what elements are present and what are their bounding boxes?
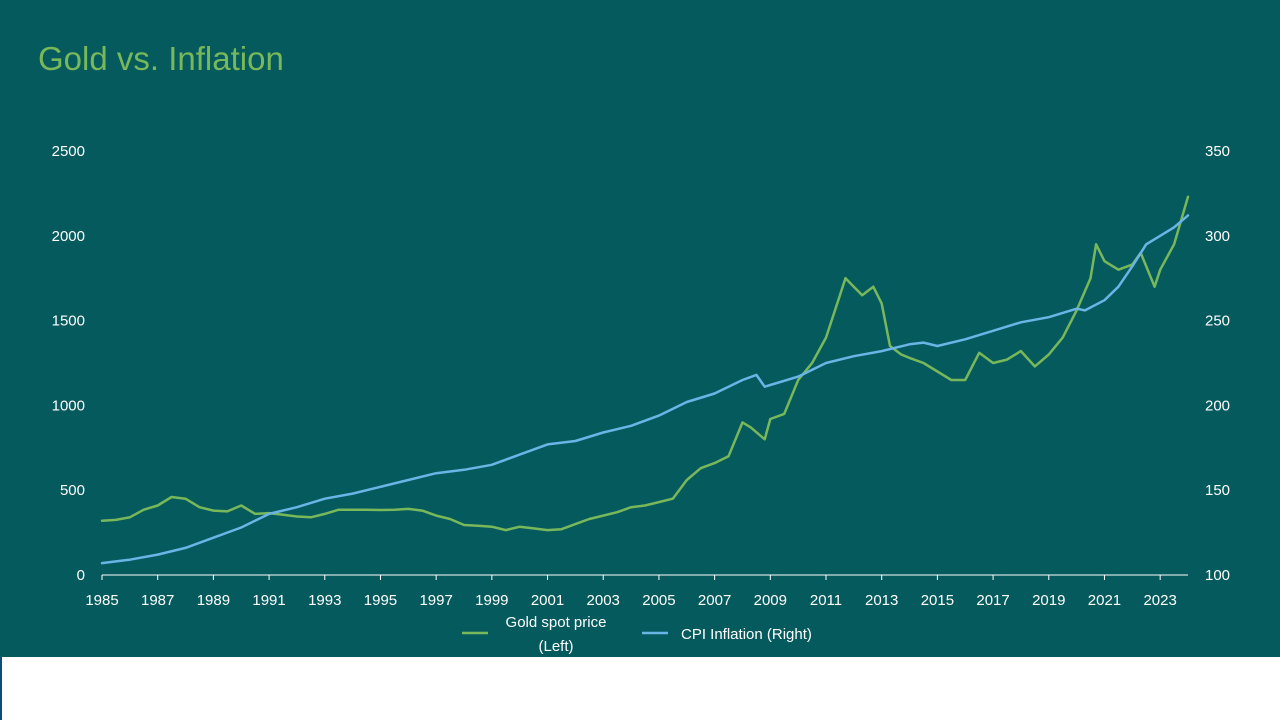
right-tick-label: 200 bbox=[1205, 397, 1230, 414]
right-tick-label: 300 bbox=[1205, 228, 1230, 245]
left-tick-label: 0 bbox=[77, 567, 85, 584]
bottom-strip bbox=[0, 657, 1280, 720]
chart-title: Gold vs. Inflation bbox=[38, 40, 284, 77]
left-tick-label: 1500 bbox=[52, 313, 85, 330]
x-tick-label: 1995 bbox=[364, 592, 397, 609]
x-tick-label: 1999 bbox=[475, 592, 508, 609]
right-axis: 100 150 200 250 300 350 bbox=[1205, 143, 1230, 584]
x-tick-label: 1997 bbox=[419, 592, 452, 609]
x-tick-label: 2013 bbox=[865, 592, 898, 609]
x-tick-label: 2019 bbox=[1032, 592, 1065, 609]
left-tick-label: 2500 bbox=[52, 143, 85, 160]
x-tick-label: 1985 bbox=[85, 592, 118, 609]
legend-gold-label-line1: Gold spot price bbox=[506, 614, 607, 631]
x-tick-label: 2017 bbox=[976, 592, 1009, 609]
x-tick-label: 2023 bbox=[1143, 592, 1176, 609]
gold-price-line bbox=[100, 195, 1190, 532]
left-axis: 0 500 1000 1500 2000 2500 bbox=[52, 143, 85, 584]
x-tick-label: 1993 bbox=[308, 592, 341, 609]
x-tick-label: 2005 bbox=[642, 592, 675, 609]
right-tick-label: 350 bbox=[1205, 143, 1230, 160]
x-tick-label: 1987 bbox=[141, 592, 174, 609]
x-tick-label: 2015 bbox=[921, 592, 954, 609]
left-tick-label: 1000 bbox=[52, 397, 85, 414]
series-layer bbox=[100, 195, 1190, 565]
right-tick-label: 100 bbox=[1205, 567, 1230, 584]
x-tick-label: 2001 bbox=[531, 592, 564, 609]
cpi-inflation-line bbox=[100, 214, 1190, 565]
left-tick-label: 500 bbox=[60, 482, 85, 499]
left-tick-label: 2000 bbox=[52, 228, 85, 245]
x-tick-label: 2003 bbox=[587, 592, 620, 609]
legend-cpi-label: CPI Inflation (Right) bbox=[681, 626, 812, 643]
x-tick-label: 2009 bbox=[754, 592, 787, 609]
right-tick-label: 250 bbox=[1205, 313, 1230, 330]
legend-gold-label-line2: (Left) bbox=[538, 638, 573, 655]
x-tick-label: 1989 bbox=[197, 592, 230, 609]
right-tick-label: 150 bbox=[1205, 482, 1230, 499]
x-tick-label: 2011 bbox=[810, 592, 842, 609]
x-tick-label: 1991 bbox=[252, 592, 285, 609]
x-tick-label: 2021 bbox=[1088, 592, 1121, 609]
legend: Gold spot price (Left) CPI Inflation (Righ… bbox=[462, 614, 812, 655]
x-tick-label: 2007 bbox=[698, 592, 731, 609]
x-axis: 1985 1987 1989 1991 1993 1995 1997 1999 2001 2003… bbox=[85, 575, 1177, 609]
